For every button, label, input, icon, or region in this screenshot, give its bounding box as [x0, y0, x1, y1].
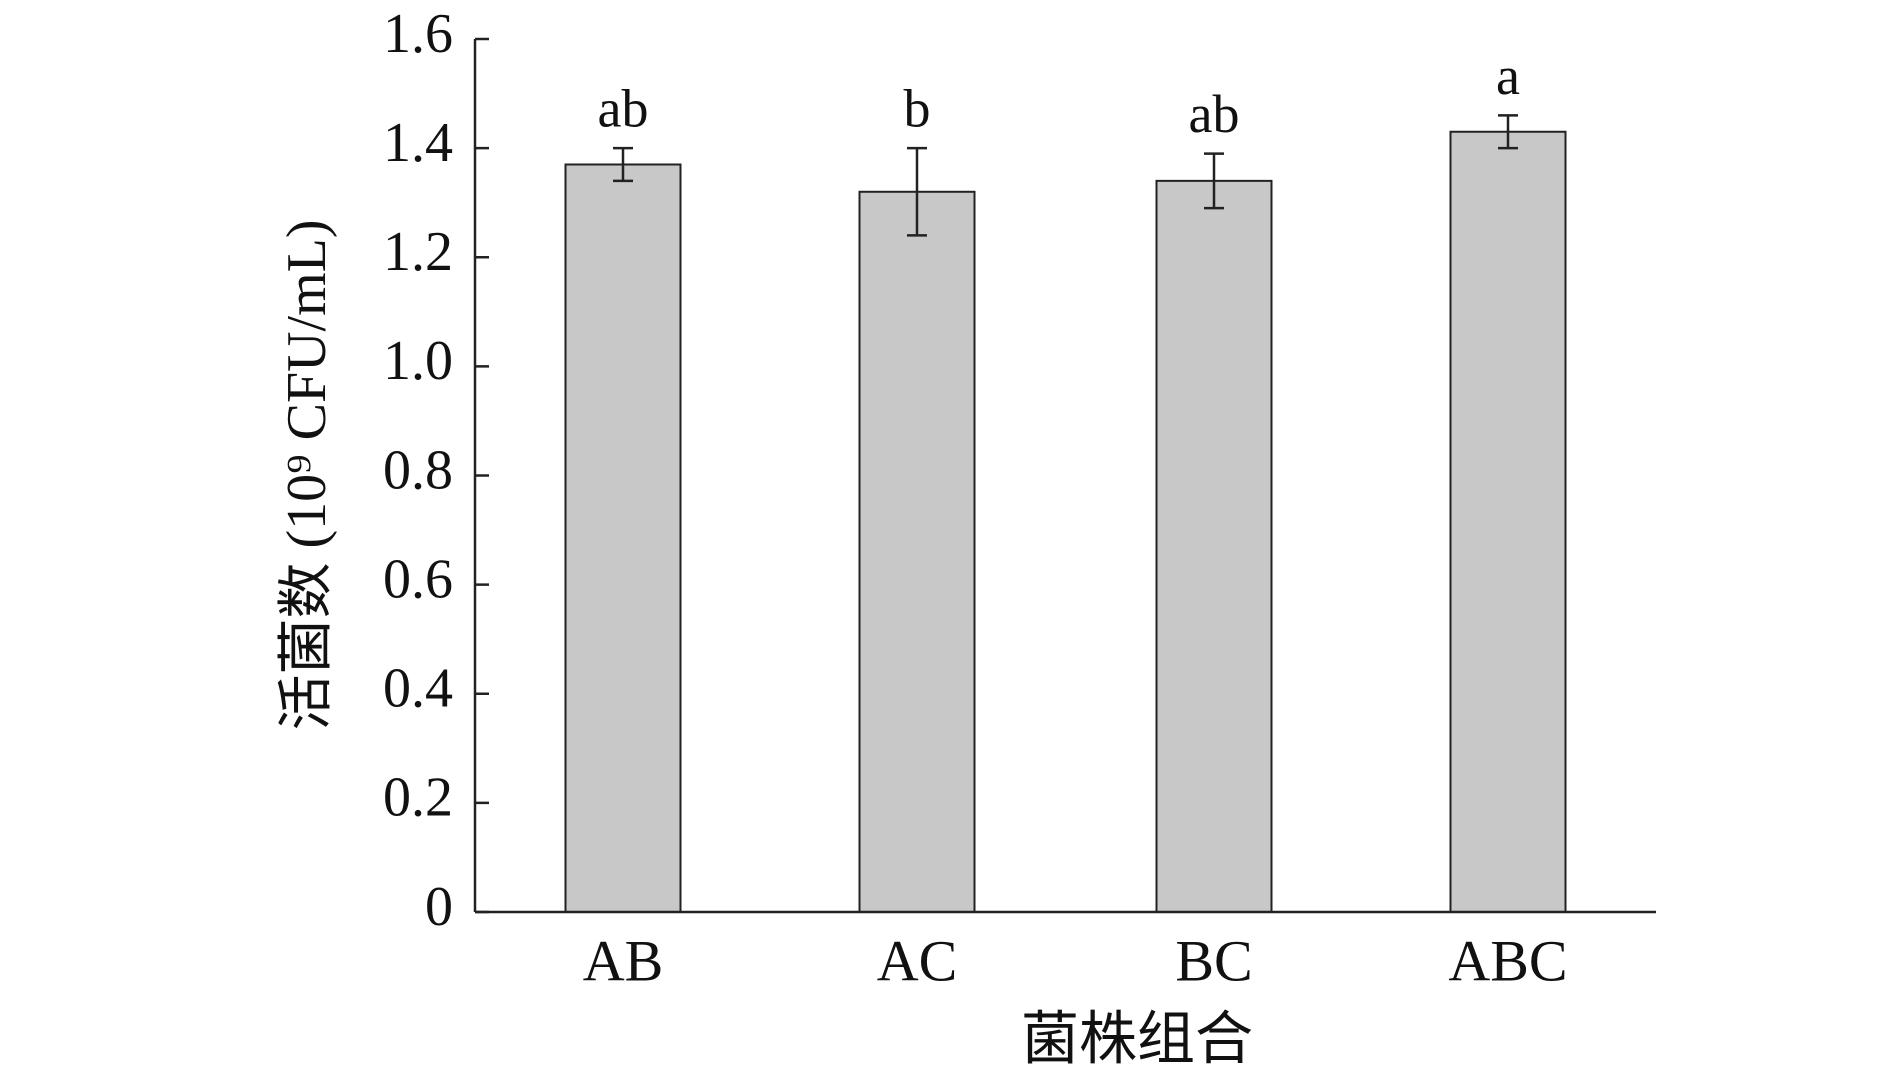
bar	[858, 190, 976, 913]
bar	[1449, 130, 1567, 914]
x-axis-title: 菌株组合	[1021, 1006, 1253, 1071]
significance-label: ab	[598, 79, 649, 139]
bar	[1155, 179, 1273, 914]
significance-label: ab	[1189, 84, 1240, 144]
y-tick-label: 0.4	[383, 658, 453, 720]
bar	[564, 163, 682, 913]
y-tick-label: 1.0	[383, 330, 453, 392]
y-axis-title: 活菌数 (10⁹ CFU/mL)	[276, 219, 338, 730]
x-tick-label: AC	[877, 928, 958, 993]
y-tick-label: 1.6	[383, 3, 453, 65]
x-tick-label: BC	[1175, 928, 1252, 993]
y-tick-label: 0.6	[383, 548, 453, 610]
x-tick-label: ABC	[1448, 928, 1567, 993]
y-tick-label: 0.2	[383, 767, 453, 829]
y-tick-label: 1.4	[383, 112, 453, 174]
significance-label: a	[1496, 46, 1520, 106]
y-tick-label: 1.2	[383, 221, 453, 283]
x-tick-label: AB	[583, 928, 664, 993]
y-tick-label: 0.8	[383, 439, 453, 501]
y-tick-label: 0	[425, 876, 453, 938]
significance-label: b	[904, 79, 931, 139]
